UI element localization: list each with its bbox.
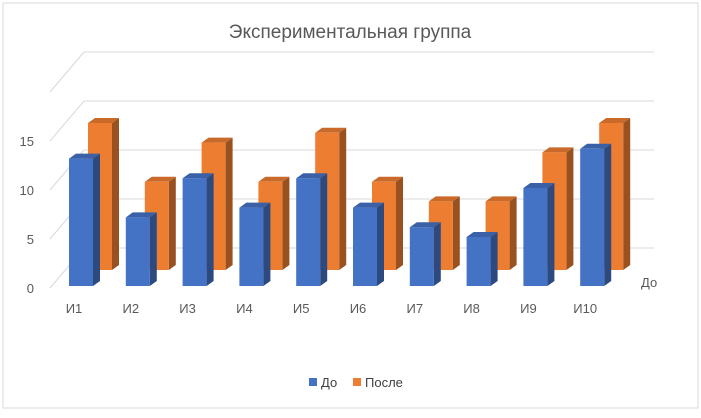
bar-posle-side xyxy=(623,118,631,270)
gridline-side xyxy=(49,51,85,93)
bar-do-top xyxy=(69,153,100,159)
x-tick-label: И7 xyxy=(407,301,424,316)
bar-do-side xyxy=(547,183,555,286)
bar-do-front xyxy=(182,178,207,286)
bar-do-front xyxy=(580,148,605,286)
x-tick-label: И4 xyxy=(236,301,253,316)
bar-do xyxy=(523,183,555,286)
bar-do xyxy=(239,202,271,286)
bar-posle-side xyxy=(339,127,347,270)
bar-do xyxy=(182,173,214,286)
depth-axis-label: До xyxy=(641,275,657,290)
legend: До После xyxy=(309,375,403,390)
bar-do xyxy=(125,212,157,286)
bar-do-side xyxy=(263,202,271,286)
bar-do-top xyxy=(239,202,271,208)
y-tick-label: 15 xyxy=(20,134,34,149)
bar-posle-side xyxy=(452,196,460,270)
bar-posle-top xyxy=(258,176,290,182)
x-tick-label: И2 xyxy=(123,301,140,316)
bar-posle-side xyxy=(566,147,574,270)
legend-label: До xyxy=(321,375,337,390)
bar-do-top xyxy=(580,143,612,149)
bar-do-top xyxy=(523,183,555,188)
bar-do xyxy=(580,143,612,286)
bar-do-front xyxy=(466,237,491,286)
bar-do-top xyxy=(125,212,157,218)
bar-do-front xyxy=(409,227,434,286)
x-tick-label: И8 xyxy=(463,301,480,316)
bar-do xyxy=(296,173,328,286)
bar-do-side xyxy=(604,143,612,286)
bar-posle-top xyxy=(315,127,347,133)
y-tick-label: 0 xyxy=(27,281,34,296)
bar-do-top xyxy=(182,173,214,179)
bar-do-side xyxy=(377,202,384,286)
bar-do-side xyxy=(149,212,157,286)
bar-do-front xyxy=(69,158,93,286)
chart-title: Экспериментальная группа xyxy=(229,22,472,43)
bar-posle-side xyxy=(225,137,233,270)
x-tick-label: И5 xyxy=(293,301,310,316)
x-tick-label: И3 xyxy=(179,301,196,316)
bar-posle-top xyxy=(88,118,119,123)
bar-posle-side xyxy=(168,176,176,270)
bar-do-side xyxy=(320,173,328,286)
bars xyxy=(69,118,631,286)
bar-posle-top xyxy=(485,196,517,202)
legend-swatch xyxy=(353,378,361,386)
x-tick-label: И10 xyxy=(573,301,597,316)
bar-do-front xyxy=(239,207,264,286)
bar-posle-top xyxy=(201,137,233,143)
bar-do-front xyxy=(353,207,377,286)
bar-posle-side xyxy=(509,196,517,270)
y-tick-label: 5 xyxy=(27,232,34,247)
x-tick-label: И1 xyxy=(66,301,83,316)
bar-do-side xyxy=(93,153,100,286)
bar-posle-top xyxy=(428,196,460,202)
bar-do-front xyxy=(125,217,150,286)
y-tick-label: 10 xyxy=(20,183,34,198)
bar-do-top xyxy=(409,222,441,228)
legend-swatch xyxy=(309,378,317,386)
bar-posle-top xyxy=(542,147,574,153)
bar-posle-side xyxy=(396,176,403,270)
bar-do-front xyxy=(523,188,548,286)
bar-do-top xyxy=(296,173,328,179)
x-axis-ticks: И1 И2 И3 И4 И5 И6 И7 И8 И9 И10 xyxy=(66,301,597,316)
x-tick-label: И6 xyxy=(350,301,367,316)
bar-posle-top xyxy=(144,176,176,182)
gridline-side xyxy=(49,100,85,142)
bar-do xyxy=(69,153,100,286)
bar-do-top xyxy=(353,202,384,208)
depth-axis-labels: До xyxy=(641,275,657,290)
bar-do xyxy=(409,222,441,286)
y-axis-ticks: 0 5 10 15 xyxy=(20,134,34,296)
bar-posle-side xyxy=(282,176,290,270)
bar-do-top xyxy=(466,232,498,237)
bar-do xyxy=(466,232,498,286)
bar-do-side xyxy=(490,232,498,286)
bar-do-front xyxy=(296,178,321,286)
bar-posle-top xyxy=(599,118,631,123)
bar-posle-side xyxy=(112,118,119,270)
bar-do-side xyxy=(433,222,441,286)
bar-posle-top xyxy=(372,176,403,182)
bar-do xyxy=(353,202,384,286)
x-tick-label: И9 xyxy=(520,301,537,316)
legend-label: После xyxy=(365,375,403,390)
bar-do-side xyxy=(206,173,214,286)
